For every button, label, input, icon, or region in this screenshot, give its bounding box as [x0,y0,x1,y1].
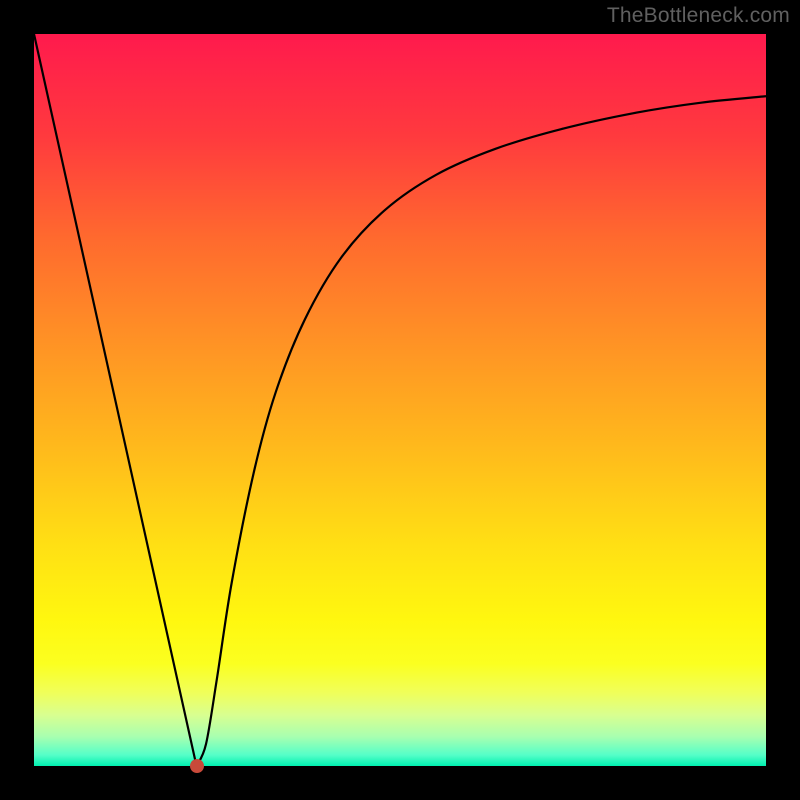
watermark-text: TheBottleneck.com [607,4,790,28]
minimum-marker [190,759,204,773]
plot-area [34,34,766,766]
curve-svg [34,34,766,766]
chart-wrapper: TheBottleneck.com [0,0,800,800]
bottleneck-curve [34,34,766,766]
